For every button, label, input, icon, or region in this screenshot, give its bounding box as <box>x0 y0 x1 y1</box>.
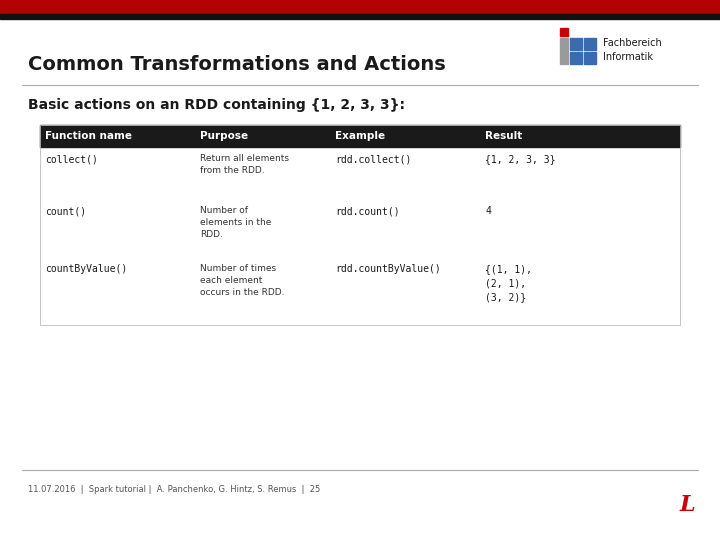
Text: Purpose: Purpose <box>200 131 248 141</box>
Text: Fachbereich
Informatik: Fachbereich Informatik <box>603 38 662 63</box>
Text: rdd.collect(): rdd.collect() <box>335 154 411 164</box>
Text: {(1, 1),
(2, 1),
(3, 2)}: {(1, 1), (2, 1), (3, 2)} <box>485 264 532 302</box>
Text: countByValue(): countByValue() <box>45 264 127 274</box>
Text: Return all elements
from the RDD.: Return all elements from the RDD. <box>200 154 289 175</box>
Bar <box>40 125 680 147</box>
Bar <box>560 28 568 36</box>
Bar <box>40 125 680 325</box>
Text: collect(): collect() <box>45 154 98 164</box>
Bar <box>40 199 680 257</box>
Bar <box>585 52 596 64</box>
Bar <box>40 257 680 325</box>
Text: count(): count() <box>45 206 86 216</box>
Bar <box>40 147 680 199</box>
Bar <box>585 38 596 50</box>
Text: L: L <box>680 494 695 516</box>
Text: Number of times
each element
occurs in the RDD.: Number of times each element occurs in t… <box>200 264 284 296</box>
Text: rdd.countByValue(): rdd.countByValue() <box>335 264 441 274</box>
Text: Result: Result <box>485 131 522 141</box>
Bar <box>570 38 582 50</box>
Text: 4: 4 <box>485 206 491 216</box>
Text: Basic actions on an RDD containing {1, 2, 3, 3}:: Basic actions on an RDD containing {1, 2… <box>28 98 405 112</box>
Bar <box>570 52 582 64</box>
Text: rdd.count(): rdd.count() <box>335 206 400 216</box>
Bar <box>0 14 720 19</box>
Bar <box>560 38 568 64</box>
Text: Example: Example <box>335 131 385 141</box>
Text: 11.07.2016  |  Spark tutorial |  A. Panchenko, G. Hintz, S. Remus  |  25: 11.07.2016 | Spark tutorial | A. Panchen… <box>28 485 320 495</box>
Text: Common Transformations and Actions: Common Transformations and Actions <box>28 56 446 75</box>
Text: {1, 2, 3, 3}: {1, 2, 3, 3} <box>485 154 556 164</box>
Text: Number of
elements in the
RDD.: Number of elements in the RDD. <box>200 206 271 239</box>
Bar <box>0 0 720 14</box>
Text: Function name: Function name <box>45 131 132 141</box>
